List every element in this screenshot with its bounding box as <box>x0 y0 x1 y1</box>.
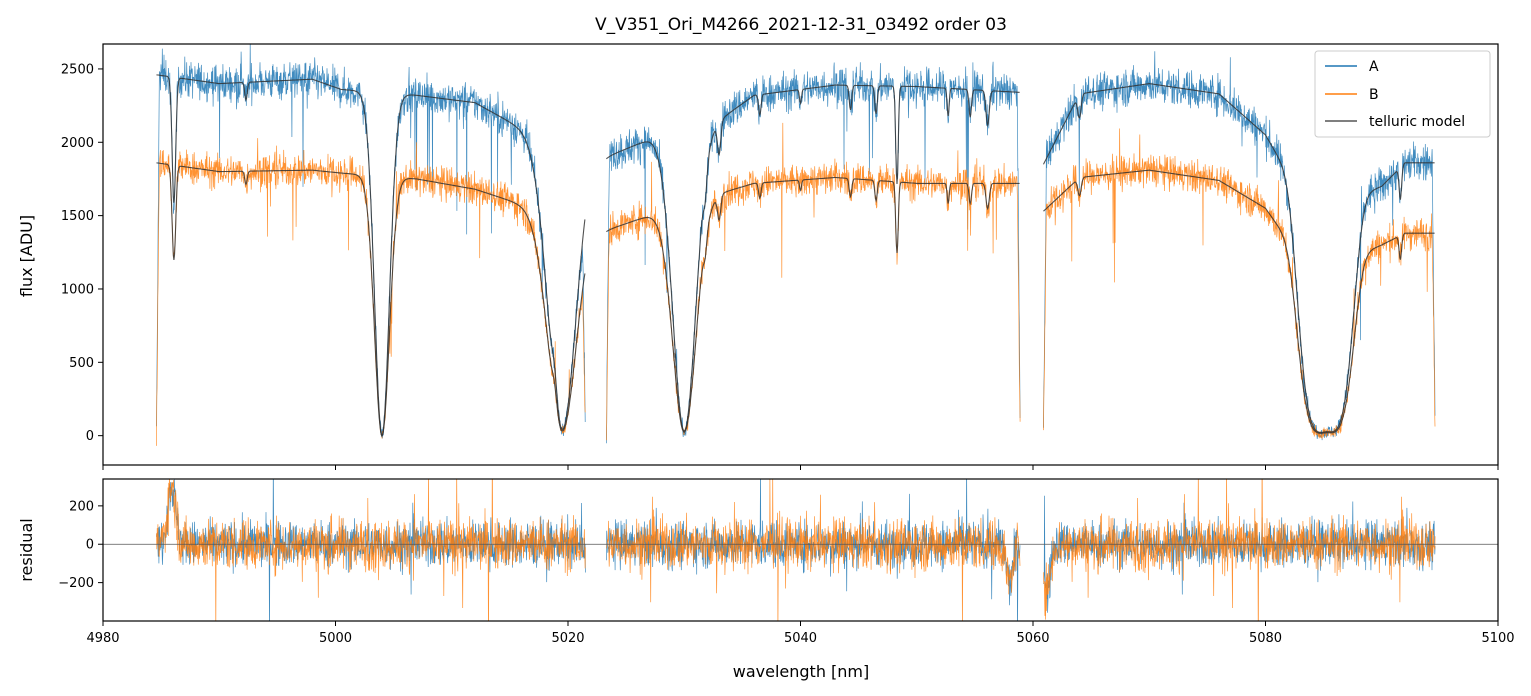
flux-y-tick-label-1500: 1500 <box>61 209 94 224</box>
x-axis-label: wavelength [nm] <box>733 662 870 681</box>
x-tick-label-5100: 5100 <box>1481 631 1514 646</box>
residual-series-group <box>103 479 1498 621</box>
x-tick-label-5060: 5060 <box>1016 631 1049 646</box>
legend-label-telluric-model: telluric model <box>1369 114 1465 130</box>
legend-box <box>1314 50 1491 138</box>
flux-series-b-segment-2 <box>606 122 1021 441</box>
flux-x-ticks <box>102 465 1499 470</box>
x-tick-label-5020: 5020 <box>551 631 584 646</box>
telluric-model-b-segment-3 <box>1043 169 1435 434</box>
flux-axes-frame <box>102 43 1499 466</box>
residual-axes-frame <box>102 478 1499 622</box>
telluric-model-a-segment-1 <box>156 74 586 437</box>
residual-y-ticks: −200 0 200 <box>58 499 103 591</box>
flux-y-tick-label-0: 0 <box>86 429 94 444</box>
x-tick-label-5040: 5040 <box>784 631 817 646</box>
residual-y-tick-label--200: −200 <box>58 576 94 591</box>
flux-y-tick-label-1000: 1000 <box>61 282 94 297</box>
telluric-model-a-segment-2 <box>606 84 1020 432</box>
flux-plot-area <box>103 44 1498 465</box>
x-tick-label-5000: 5000 <box>319 631 352 646</box>
flux-y-tick-label-500: 500 <box>69 356 94 371</box>
chart-title: V_V351_Ori_M4266_2021-12-31_03492 order … <box>595 15 1007 35</box>
flux-y-axis-label: flux [ADU] <box>17 215 36 297</box>
flux-y-tick-label-2000: 2000 <box>61 136 94 151</box>
flux-y-ticks: 0 500 1000 1500 2000 2500 <box>61 62 103 444</box>
flux-panel: 0 500 1000 1500 2000 2500 flux [ADU] A B tell… <box>17 43 1499 470</box>
flux-series-a-segment-3 <box>1043 51 1436 441</box>
residual-panel: −200 0 200 4980 5000 5020 5040 5060 5080 5100 re… <box>17 478 1515 681</box>
residual-x-ticks: 4980 5000 5020 5040 5060 5080 5100 <box>86 621 1515 646</box>
legend-label-a: A <box>1369 59 1379 75</box>
residual-y-tick-label-0: 0 <box>86 538 94 553</box>
residual-series-b-segment-3 <box>1043 479 1436 621</box>
residual-y-tick-label-200: 200 <box>69 499 94 514</box>
residual-series-b-segment-2 <box>606 479 1021 621</box>
x-tick-label-4980: 4980 <box>86 631 119 646</box>
residual-y-axis-label: residual <box>17 518 36 581</box>
legend-label-b: B <box>1369 87 1379 103</box>
telluric-model-b-segment-2 <box>606 176 1020 433</box>
flux-y-tick-label-2500: 2500 <box>61 62 94 77</box>
telluric-model-a-segment-3 <box>1042 83 1435 433</box>
flux-series-group <box>156 44 1436 446</box>
legend: A B telluric model <box>1314 50 1491 138</box>
x-tick-label-5080: 5080 <box>1249 631 1282 646</box>
telluric-model-b-segment-1 <box>156 162 586 437</box>
